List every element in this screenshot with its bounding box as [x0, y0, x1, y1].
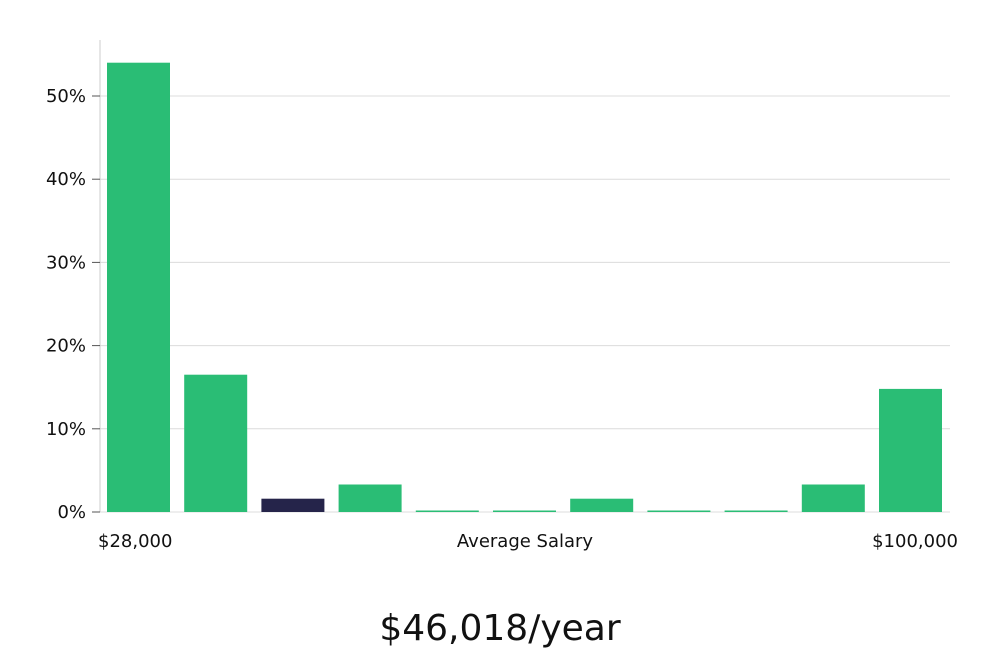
- y-tick-label: 20%: [46, 336, 86, 357]
- x-min-label: $28,000: [98, 531, 172, 552]
- x-axis-title: Average Salary: [457, 531, 594, 552]
- x-max-label: $100,000: [872, 531, 958, 552]
- y-tick-label: 50%: [46, 86, 86, 107]
- bar: [570, 498, 634, 512]
- bar: [879, 388, 942, 512]
- bar: [724, 510, 788, 512]
- bar: [647, 510, 711, 512]
- y-tick-label: 0%: [57, 502, 86, 523]
- y-tick-label: 40%: [46, 169, 86, 190]
- bar: [107, 62, 170, 512]
- bar: [493, 510, 556, 512]
- bar: [338, 484, 402, 512]
- bar: [801, 484, 865, 512]
- bar-highlighted: [261, 498, 325, 512]
- salary-histogram: 0% 10% 20% 30% 40% 50% $28,000 Average Salary…: [46, 40, 958, 552]
- y-tick-label: 10%: [46, 419, 86, 440]
- y-tick-label: 30%: [46, 252, 86, 273]
- y-ticks-layer: 0% 10% 20% 30% 40% 50%: [46, 86, 100, 523]
- bar: [415, 510, 479, 512]
- average-salary: $46,018/year: [379, 608, 621, 649]
- bar: [184, 374, 248, 512]
- bars-layer: [107, 62, 942, 512]
